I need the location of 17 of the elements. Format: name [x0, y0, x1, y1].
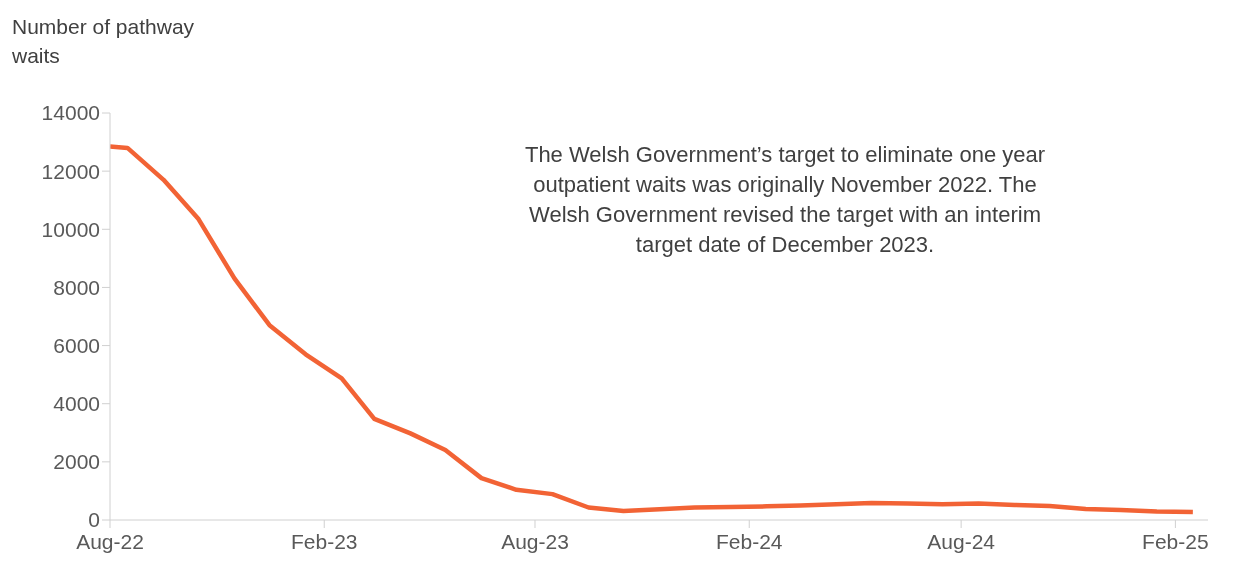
y-tick-label: 0 — [88, 508, 100, 532]
y-tick-label: 4000 — [53, 392, 100, 416]
x-tick-label: Feb-23 — [290, 529, 358, 553]
x-tick-label: Aug-22 — [76, 529, 144, 553]
x-tick-label: Feb-24 — [715, 529, 783, 553]
annotation: The Welsh Government’s target to eliminate one year outpatient waits was originally November 2022. The Welsh Government revised the target with an interim target date of December 2023. — [523, 141, 1047, 259]
line-series — [110, 144, 1196, 515]
y-tick-label: 8000 — [53, 275, 100, 299]
y-tick-label: 2000 — [53, 450, 100, 474]
y-tick-label: 12000 — [41, 159, 100, 183]
y-axis-title: Number of pathway waits — [12, 14, 196, 69]
x-tick-label: Feb-25 — [1142, 529, 1209, 553]
y-tick-label: 6000 — [53, 334, 100, 358]
x-tick-label: Aug-23 — [501, 529, 569, 553]
y-tick-label: 14000 — [41, 101, 100, 125]
y-tick-label: 10000 — [41, 217, 100, 241]
x-tick-label: Aug-24 — [927, 529, 996, 553]
